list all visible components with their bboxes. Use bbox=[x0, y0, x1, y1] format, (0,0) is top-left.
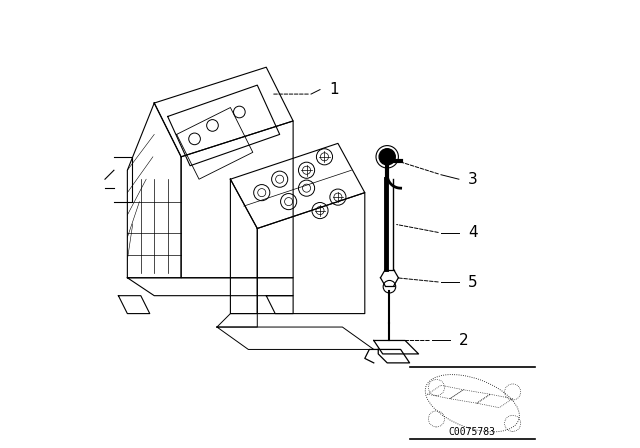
Text: 2: 2 bbox=[459, 333, 468, 348]
Text: 4: 4 bbox=[468, 225, 477, 241]
Text: 3: 3 bbox=[468, 172, 477, 187]
Text: 5: 5 bbox=[468, 275, 477, 290]
Text: C0075783: C0075783 bbox=[449, 427, 496, 437]
Circle shape bbox=[379, 149, 396, 165]
Text: 1: 1 bbox=[329, 82, 339, 97]
